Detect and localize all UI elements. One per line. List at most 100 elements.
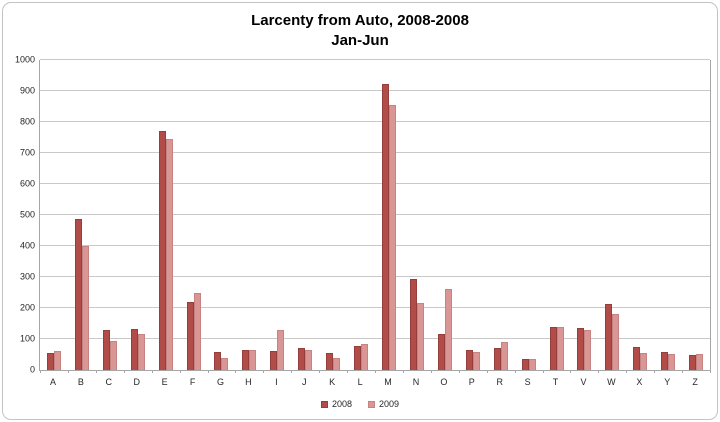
x-axis-tick	[375, 370, 376, 373]
x-axis-tick	[430, 370, 432, 373]
bar-group-l	[347, 60, 375, 370]
x-label-k: K	[329, 377, 336, 387]
bar-2008-i	[270, 350, 278, 370]
legend-label-2008: 2008	[331, 399, 352, 409]
x-label-x: X	[636, 377, 643, 387]
bar-group-n	[403, 60, 431, 370]
x-axis-tick	[598, 370, 600, 373]
x-axis-tick	[67, 370, 69, 373]
bar-2008-y	[661, 352, 669, 370]
x-label-r: R	[496, 377, 503, 387]
legend-swatch-2009	[368, 400, 375, 408]
bar-2009-g	[221, 358, 229, 370]
x-label-a: A	[49, 377, 56, 387]
x-axis-tick	[514, 370, 516, 373]
x-label-m: M	[384, 377, 392, 387]
x-label-w: W	[607, 377, 616, 387]
bar-group-c	[96, 60, 124, 370]
bar-2008-b	[74, 219, 82, 370]
y-tick-label: 500	[19, 209, 35, 220]
bar-2008-h	[242, 349, 250, 370]
x-axis-tick	[626, 370, 628, 373]
bars	[40, 60, 710, 370]
bar-2009-b	[81, 246, 89, 370]
x-axis-tick	[486, 370, 488, 373]
gridline	[40, 59, 710, 60]
chart-title: Larcenty from Auto, 2008-2008	[251, 12, 469, 29]
gridline	[40, 152, 710, 153]
chart-subtitle: Jan-Jun	[331, 32, 389, 49]
bar-2008-s	[521, 358, 529, 370]
x-label-c: C	[105, 377, 113, 387]
x-label-j: J	[302, 377, 307, 387]
bar-2008-o	[437, 334, 445, 370]
x-label-g: G	[216, 377, 224, 387]
plot-area	[39, 59, 711, 373]
x-axis-tick	[123, 370, 125, 373]
x-axis-tick	[151, 370, 153, 373]
bar-2008-d	[130, 328, 138, 370]
bar-2009-m	[389, 104, 397, 370]
x-axis-tick	[319, 370, 321, 373]
y-tick-label: 100	[19, 333, 35, 344]
bar-2008-k	[326, 352, 334, 370]
legend-item-2008: 2008	[320, 399, 352, 409]
bar-group-d	[124, 60, 152, 370]
bar-group-i	[263, 60, 291, 370]
bar-2008-p	[465, 349, 473, 370]
x-axis-tick	[458, 370, 460, 373]
bar-2008-a	[46, 352, 54, 370]
x-label-h: H	[245, 377, 252, 387]
y-tick-label: 1000	[14, 54, 35, 65]
x-label-i: I	[275, 377, 278, 387]
bar-2009-w	[612, 314, 620, 370]
x-label-b: B	[77, 377, 84, 387]
gridline	[40, 245, 710, 246]
x-label-z: Z	[692, 377, 698, 387]
x-axis-ticks	[40, 370, 711, 373]
legend-item-2009: 2009	[368, 399, 399, 409]
bar-2008-g	[214, 352, 222, 370]
x-label-p: P	[468, 377, 475, 387]
bar-group-s	[515, 60, 543, 370]
y-tick-label: 600	[19, 178, 35, 189]
x-axis-tick	[263, 370, 265, 373]
bar-2009-j	[305, 349, 313, 370]
bar-2009-l	[361, 343, 369, 370]
y-tick-label: 800	[19, 116, 35, 127]
x-label-d: D	[133, 377, 140, 387]
y-tick-label: 900	[19, 85, 35, 96]
bar-2008-c	[102, 329, 110, 370]
bar-2009-a	[53, 350, 61, 370]
x-label-n: N	[412, 377, 420, 387]
x-label-t: T	[552, 377, 559, 387]
x-axis-tick	[179, 370, 181, 373]
bar-group-p	[459, 60, 487, 370]
bar-2009-x	[640, 353, 648, 370]
bar-group-y	[654, 60, 682, 370]
y-tick-label: 700	[19, 147, 35, 158]
legend-label-2009: 2009	[379, 399, 400, 409]
bar-group-t	[543, 60, 571, 370]
bar-2008-z	[689, 354, 697, 370]
bar-2008-m	[382, 83, 390, 370]
x-axis-tick	[207, 370, 209, 373]
x-axis-tick	[347, 370, 349, 373]
title-block: Larcenty from Auto, 2008-2008 Jan-Jun	[3, 11, 717, 51]
x-label-y: Y	[664, 377, 671, 387]
x-axis-tick	[570, 370, 572, 373]
x-label-s: S	[524, 377, 531, 387]
bar-group-v	[571, 60, 599, 370]
gridline	[40, 338, 710, 339]
bar-2008-l	[354, 345, 362, 370]
bar-2009-r	[500, 341, 508, 370]
legend-swatch-2008	[320, 400, 328, 408]
bar-2009-s	[528, 358, 536, 370]
gridline	[40, 214, 710, 215]
bar-group-o	[431, 60, 459, 370]
gridline	[40, 90, 710, 91]
bar-2009-h	[249, 349, 257, 370]
